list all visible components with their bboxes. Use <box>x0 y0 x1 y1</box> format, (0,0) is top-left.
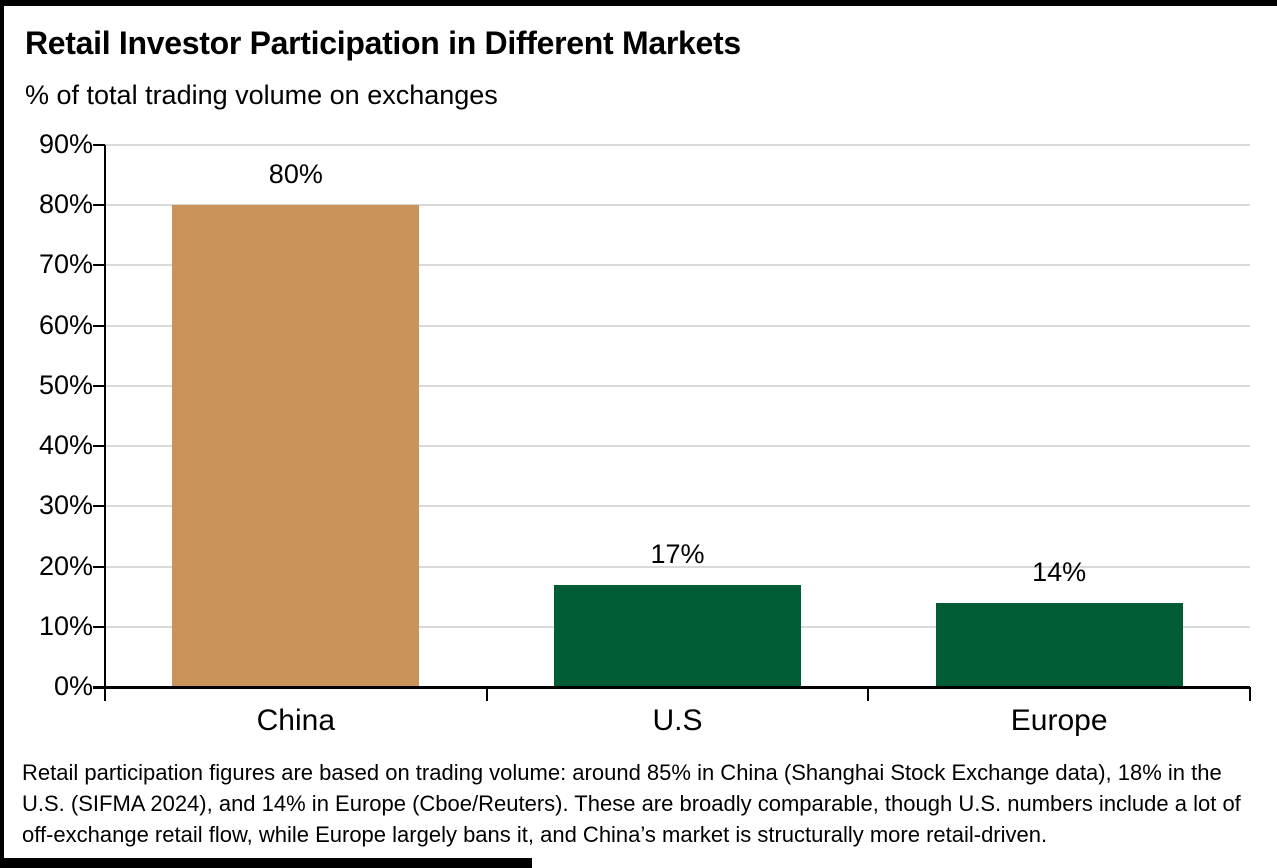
chart-subtitle: % of total trading volume on exchanges <box>25 80 498 110</box>
figure-border-left <box>0 0 4 868</box>
y-axis-tick <box>93 204 105 207</box>
y-axis-tick <box>93 625 105 628</box>
gridline-40 <box>105 445 1250 448</box>
y-axis-tick-label: 20% <box>38 550 93 581</box>
x-axis-category-europe: Europe <box>1010 704 1108 737</box>
y-axis-tick <box>93 264 105 267</box>
y-axis-line <box>104 145 106 701</box>
y-axis-tick <box>93 505 105 508</box>
gridline-70 <box>105 264 1250 267</box>
figure-border-bottom <box>0 858 532 868</box>
x-axis-category-china: China <box>256 704 336 737</box>
y-axis-tick <box>93 144 105 146</box>
y-axis-tick-label: 60% <box>38 309 93 340</box>
y-axis-tick <box>93 324 105 327</box>
y-axis-tick-label: 30% <box>38 490 93 521</box>
gridline-90 <box>105 144 1250 146</box>
gridline-30 <box>105 505 1250 508</box>
y-axis-tick-label: 80% <box>38 189 93 220</box>
y-axis-tick-label: 50% <box>38 369 93 400</box>
gridline-80 <box>105 204 1250 207</box>
chart-title: Retail Investor Participation in Differe… <box>25 25 741 61</box>
bar-u-s <box>554 584 801 687</box>
y-axis-tick-label: 10% <box>38 610 93 641</box>
y-axis-tick <box>93 445 105 448</box>
x-axis-line <box>93 686 1250 689</box>
x-axis-category-u-s: U.S <box>652 704 703 737</box>
y-axis-tick-label: 0% <box>53 670 93 701</box>
gridline-50 <box>105 384 1250 387</box>
y-axis-tick-label: 40% <box>38 429 93 460</box>
y-axis-tick <box>93 384 105 387</box>
bar-value-label-china: 80% <box>268 159 323 190</box>
bar-china <box>172 205 420 687</box>
gridline-20 <box>105 565 1250 568</box>
bar-value-label-u-s: 17% <box>650 538 705 569</box>
y-axis-tick-label: 90% <box>38 128 93 159</box>
x-axis-tick <box>867 687 870 701</box>
gridline-60 <box>105 324 1250 327</box>
y-axis-tick <box>93 565 105 568</box>
x-axis-tick <box>1249 687 1251 701</box>
bar-europe <box>935 602 1183 687</box>
y-axis-tick-label: 70% <box>38 249 93 280</box>
x-axis-tick <box>485 687 488 701</box>
bar-value-label-europe: 14% <box>1032 556 1087 587</box>
chart-footnote: Retail participation figures are based o… <box>22 760 1241 847</box>
figure-border-top <box>0 0 1277 6</box>
